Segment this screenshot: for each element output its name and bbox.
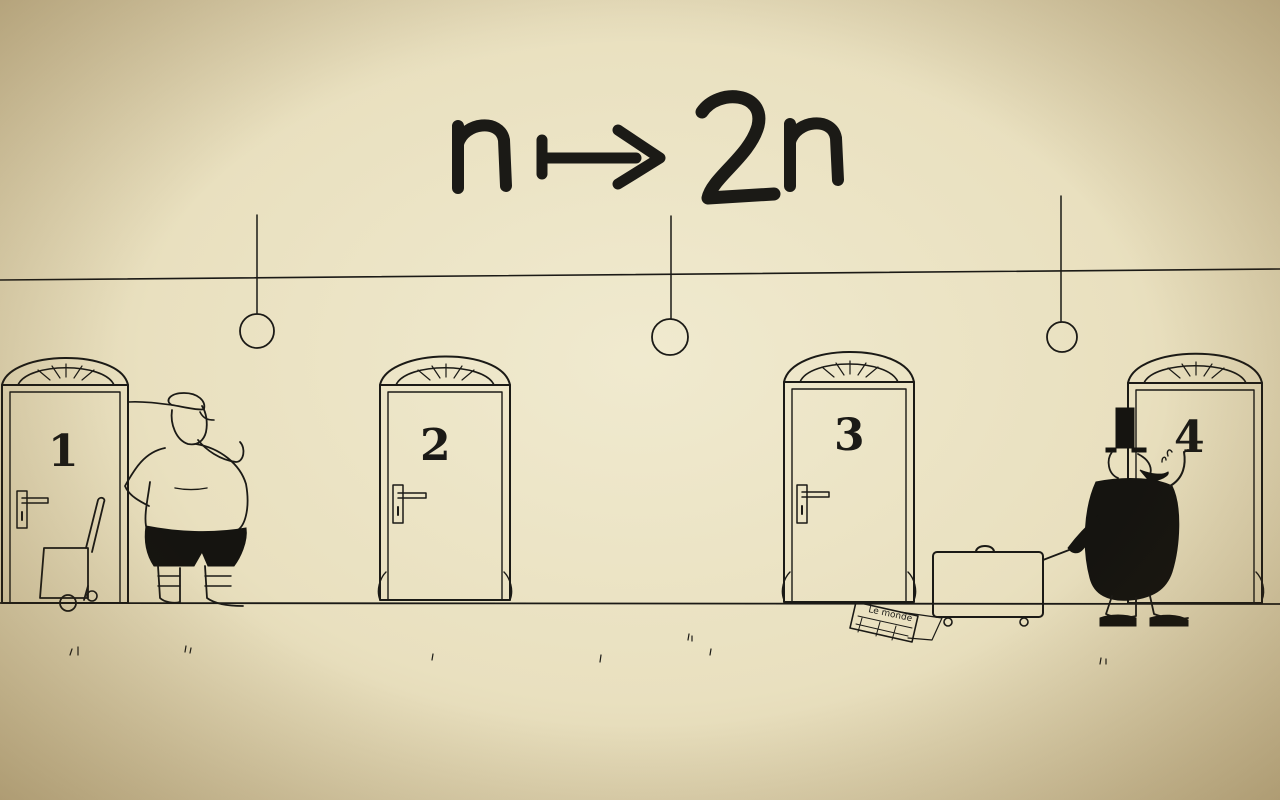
door-handle-icon xyxy=(392,484,427,524)
floor-line xyxy=(0,602,1280,605)
ceiling-lamp-3 xyxy=(1046,195,1078,353)
door-handle-icon xyxy=(796,484,830,524)
door-2: 2 xyxy=(377,355,513,601)
formula: n ↦ 2n xyxy=(440,78,860,208)
door-1-number: 1 xyxy=(48,426,79,477)
newspaper: Le monde xyxy=(849,601,943,643)
door-3: 3 xyxy=(781,351,917,603)
ceiling-lamp-2 xyxy=(651,215,689,356)
formula-right-2n: 2n xyxy=(440,78,844,205)
maps-to-arrow-icon: ↦ xyxy=(536,124,666,190)
ceiling-lamp-1 xyxy=(239,214,275,349)
formula-left-n: n xyxy=(452,119,512,194)
grass-tufts xyxy=(69,633,1107,665)
large-suitcase xyxy=(932,545,1070,627)
newspaper-masthead: Le monde xyxy=(867,605,913,624)
door-4-number: 4 xyxy=(1174,412,1205,463)
svg-text:2n: 2n xyxy=(440,78,442,79)
door-1: 1 xyxy=(1,357,129,604)
ceiling-line xyxy=(0,268,1280,281)
formula-drawing: n ↦ 2n xyxy=(440,78,844,205)
guest-woman-with-cap xyxy=(124,392,249,607)
rolling-suitcase xyxy=(39,496,106,612)
door-handle-icon xyxy=(16,490,49,529)
door-2-number: 2 xyxy=(420,420,451,471)
guest-man-with-top-hat xyxy=(1067,407,1189,627)
door-3-number: 3 xyxy=(834,410,865,461)
